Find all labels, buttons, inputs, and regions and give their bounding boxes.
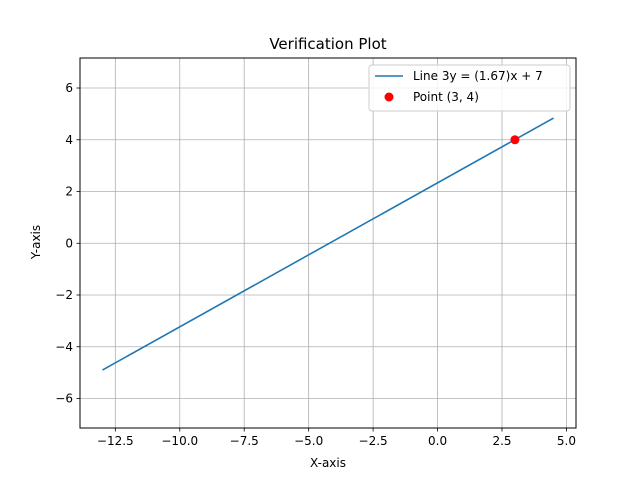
x-tick-label: −5.0 xyxy=(294,434,323,448)
y-tick-label: 0 xyxy=(65,236,73,250)
y-axis-ticks: −6 −4 −2 0 2 4 6 xyxy=(55,81,80,406)
legend-box xyxy=(368,64,571,112)
y-axis-label: Y-axis xyxy=(29,225,43,260)
y-tick-label: −6 xyxy=(55,392,73,406)
x-tick-label: −10.0 xyxy=(161,434,198,448)
x-tick-label: 0.0 xyxy=(428,434,447,448)
legend: Line 3y = (1.67)x + 7 Point (3, 4) xyxy=(368,64,571,112)
x-tick-label: 2.5 xyxy=(492,434,511,448)
x-axis-ticks: −12.5 −10.0 −7.5 −5.0 −2.5 0.0 2.5 5.0 xyxy=(97,428,576,448)
data-point xyxy=(510,135,520,145)
x-tick-label: −7.5 xyxy=(230,434,259,448)
series-line xyxy=(102,117,554,371)
legend-label-point: Point (3, 4) xyxy=(413,90,479,104)
y-tick-label: −4 xyxy=(55,340,73,354)
y-tick-label: 6 xyxy=(65,81,73,95)
legend-point-swatch xyxy=(384,92,394,102)
x-tick-label: −12.5 xyxy=(97,434,134,448)
x-tick-label: 5.0 xyxy=(557,434,576,448)
y-tick-label: 4 xyxy=(65,133,73,147)
y-tick-label: 2 xyxy=(65,185,73,199)
x-tick-label: −2.5 xyxy=(359,434,388,448)
grid xyxy=(80,58,576,428)
chart-title: Verification Plot xyxy=(269,35,386,53)
legend-label-line: Line 3y = (1.67)x + 7 xyxy=(413,69,543,83)
y-tick-label: −2 xyxy=(55,288,73,302)
series-layer xyxy=(102,117,554,371)
x-axis-label: X-axis xyxy=(310,456,346,470)
